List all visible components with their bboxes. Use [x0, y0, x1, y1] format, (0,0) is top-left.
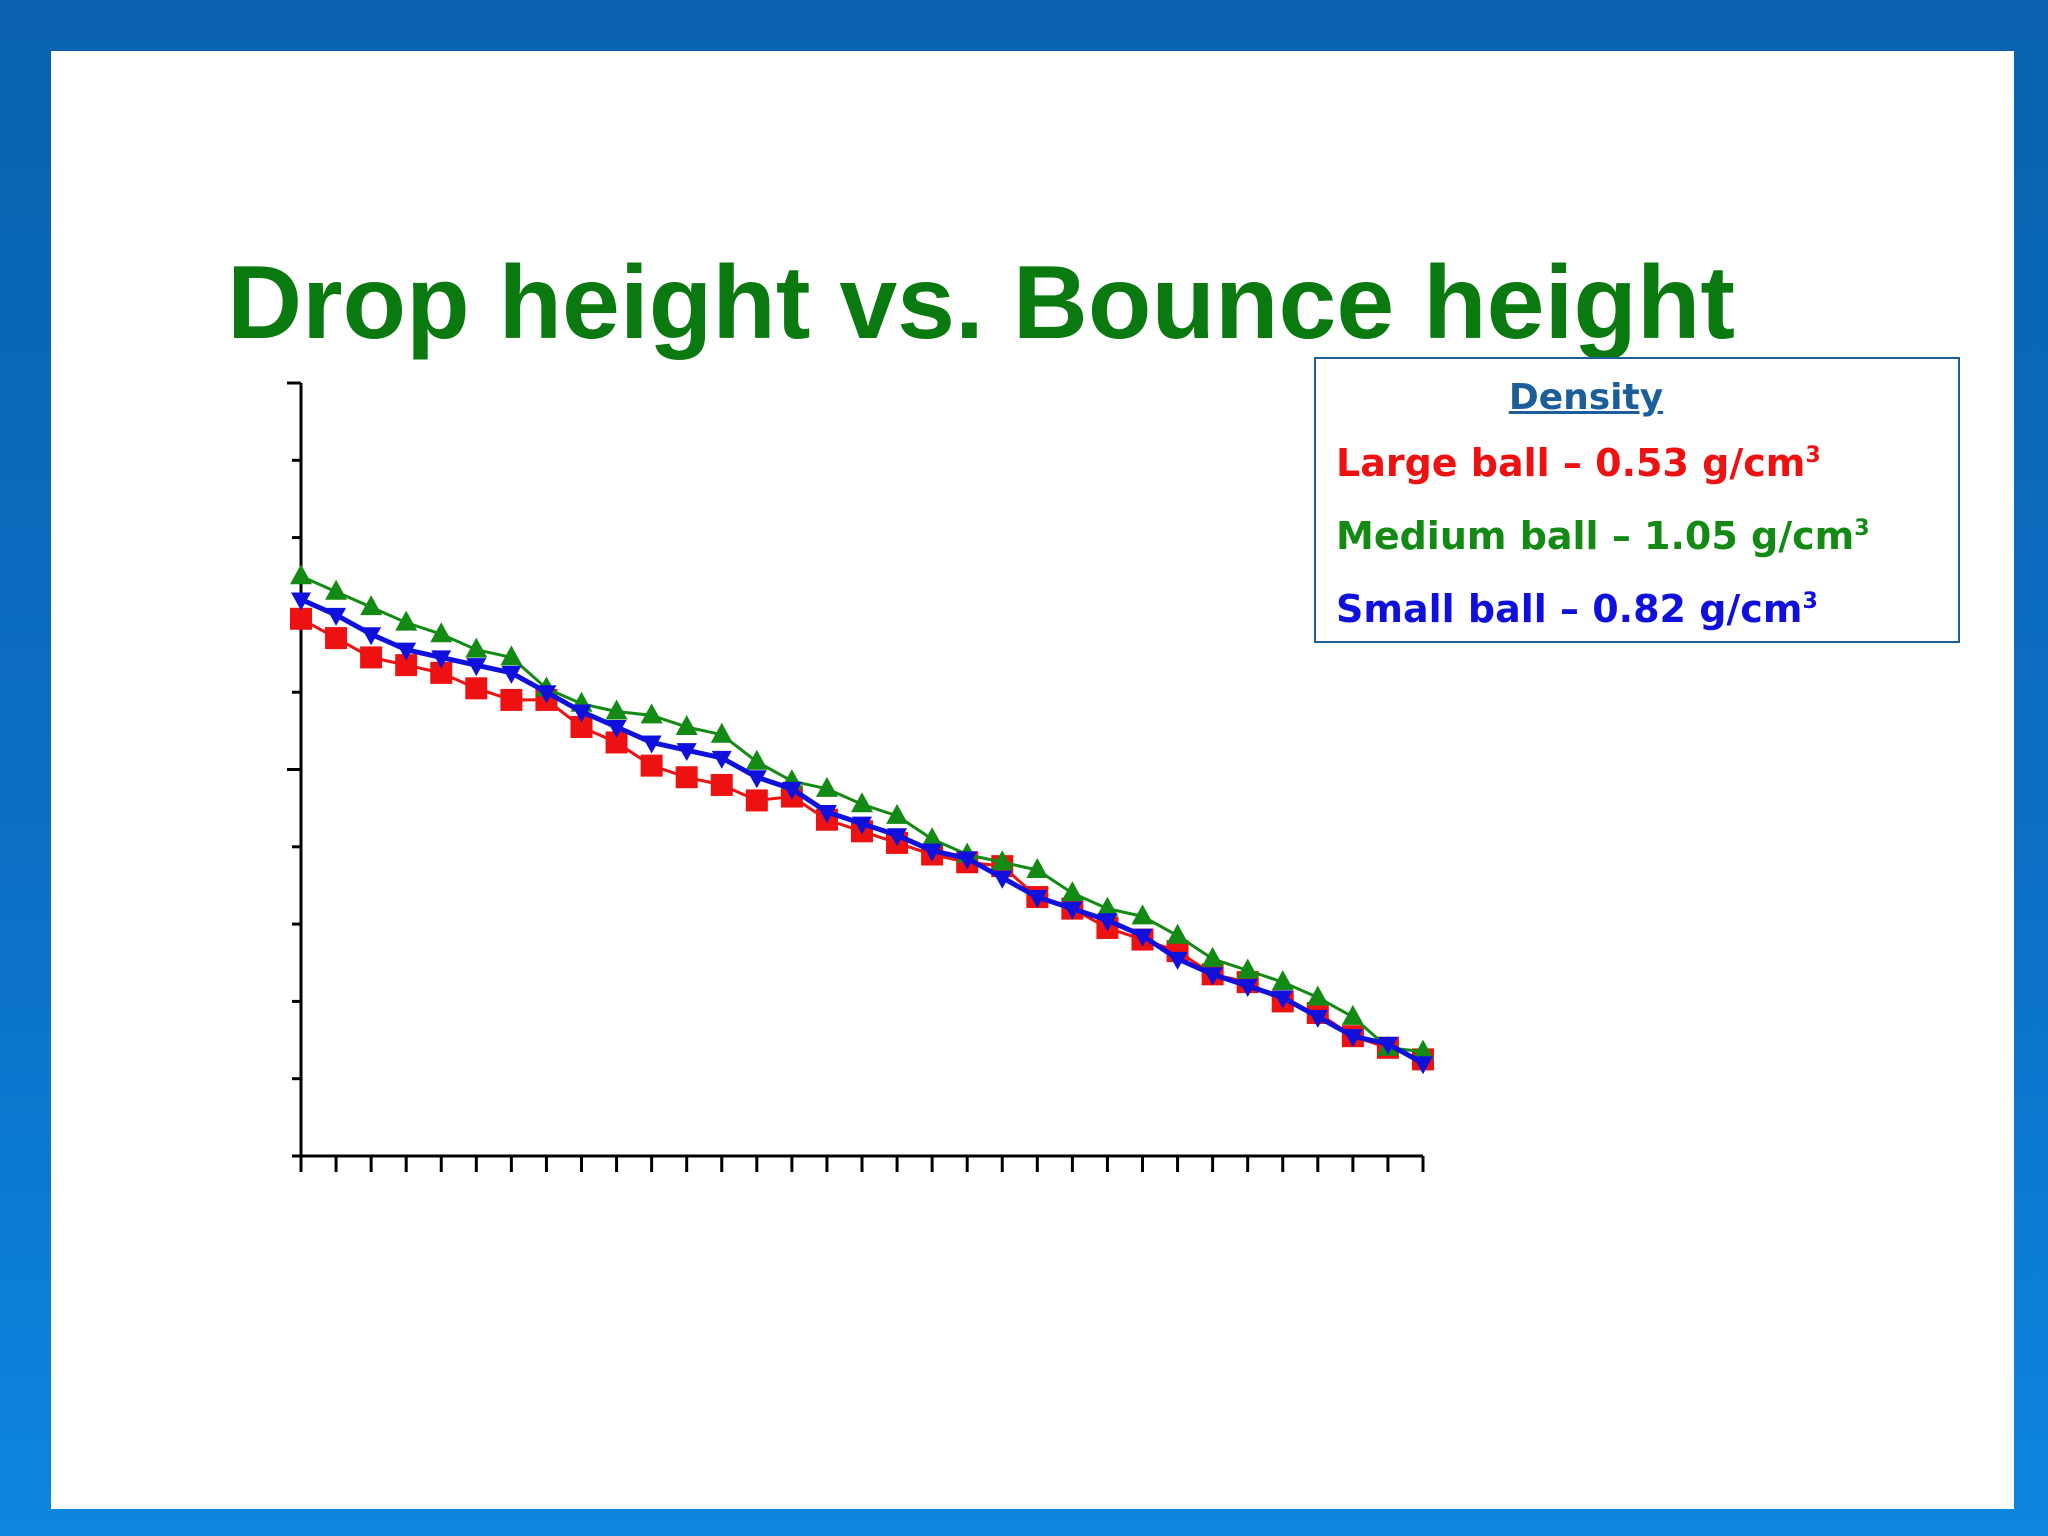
- data-point-medium: [290, 564, 312, 585]
- legend-title: Density: [1508, 377, 1664, 418]
- line-chart: [287, 381, 1434, 1172]
- data-point-small: [641, 735, 662, 754]
- data-point-medium: [1096, 896, 1119, 917]
- data-point-small: [396, 642, 417, 661]
- data-point-large: [360, 646, 383, 669]
- data-point-medium: [745, 749, 768, 770]
- legend-entry-text: Small ball – 0.82 g/cm: [1336, 587, 1803, 631]
- data-point-medium: [605, 699, 628, 720]
- data-point-large: [500, 688, 523, 711]
- data-point-medium: [991, 850, 1014, 871]
- data-point-small: [501, 665, 522, 684]
- data-point-large: [465, 677, 488, 700]
- data-point-small: [1342, 1029, 1363, 1048]
- data-point-small: [711, 750, 732, 769]
- data-point-small: [1202, 967, 1223, 986]
- legend-entry-superscript: 3: [1854, 516, 1870, 541]
- data-point-medium: [851, 792, 873, 813]
- data-point-large: [675, 766, 698, 789]
- data-point-small: [992, 870, 1013, 889]
- data-point-small: [852, 816, 872, 835]
- data-point-medium: [465, 637, 488, 658]
- data-point-large: [290, 607, 312, 630]
- data-point-small: [887, 828, 908, 847]
- data-point-small: [1413, 1056, 1433, 1075]
- legend-entry-text: Large ball – 0.53 g/cm: [1336, 441, 1806, 485]
- data-point-medium: [921, 827, 944, 848]
- legend-entry-superscript: 3: [1802, 589, 1818, 614]
- data-point-small: [816, 805, 837, 824]
- data-point-medium: [1341, 1004, 1364, 1025]
- data-point-small: [781, 781, 802, 800]
- data-point-medium: [1412, 1039, 1434, 1060]
- data-point-small: [606, 719, 627, 738]
- data-point-large: [710, 773, 733, 796]
- data-point-medium: [1236, 958, 1259, 979]
- data-point-small: [431, 650, 452, 669]
- data-point-small: [957, 851, 978, 870]
- data-point-medium: [1306, 985, 1329, 1006]
- data-point-small: [1027, 890, 1048, 909]
- chart-title: Drop height vs. Bounce height: [226, 245, 1736, 361]
- legend-entry-small-ball: Small ball – 0.82 g/cm3: [1336, 587, 1818, 631]
- data-point-small: [571, 704, 592, 723]
- data-point-medium: [710, 722, 733, 743]
- data-point-medium: [886, 803, 909, 824]
- data-point-small: [1237, 978, 1258, 997]
- data-point-medium: [1026, 857, 1049, 878]
- data-point-medium: [640, 703, 663, 724]
- data-point-large: [605, 731, 628, 754]
- data-point-medium: [1166, 923, 1189, 944]
- data-point-small: [1377, 1036, 1398, 1055]
- data-point-small: [1132, 928, 1153, 947]
- legend-entry-large-ball: Large ball – 0.53 g/cm3: [1336, 441, 1821, 485]
- slide-canvas: Drop height vs. Bounce height Density La…: [51, 51, 2014, 1509]
- data-point-small: [1272, 990, 1293, 1009]
- data-point-small: [1167, 951, 1188, 970]
- data-point-medium: [1131, 904, 1154, 925]
- legend-entry-superscript: 3: [1805, 443, 1821, 468]
- data-point-small: [1097, 913, 1118, 932]
- legend-entry-medium-ball: Medium ball – 1.05 g/cm3: [1336, 514, 1870, 558]
- data-point-medium: [1061, 881, 1084, 902]
- data-point-large: [570, 715, 593, 738]
- data-point-medium: [360, 595, 383, 616]
- data-point-small: [466, 658, 487, 677]
- data-point-medium: [1271, 970, 1294, 991]
- data-point-small: [1307, 1009, 1328, 1028]
- data-point-large: [430, 661, 453, 684]
- data-point-medium: [1201, 946, 1224, 967]
- data-point-medium: [675, 714, 698, 735]
- data-point-large: [325, 627, 348, 650]
- data-point-large: [745, 789, 768, 812]
- legend-entry-text: Medium ball – 1.05 g/cm: [1336, 514, 1855, 558]
- data-point-medium: [325, 579, 348, 600]
- data-point-small: [361, 627, 382, 646]
- data-point-small: [326, 607, 347, 626]
- data-point-small: [746, 770, 767, 789]
- data-point-large: [395, 654, 418, 677]
- density-legend: Density Large ball – 0.53 g/cm3 Medium b…: [1314, 357, 1960, 643]
- data-point-medium: [815, 776, 838, 797]
- data-point-medium: [500, 645, 523, 666]
- data-point-large: [640, 754, 663, 777]
- data-point-small: [676, 743, 697, 762]
- data-point-medium: [395, 610, 418, 631]
- data-point-small: [291, 592, 311, 611]
- data-point-medium: [430, 622, 453, 643]
- data-point-small: [1062, 901, 1083, 920]
- data-point-small: [922, 843, 943, 862]
- data-point-small: [536, 685, 557, 704]
